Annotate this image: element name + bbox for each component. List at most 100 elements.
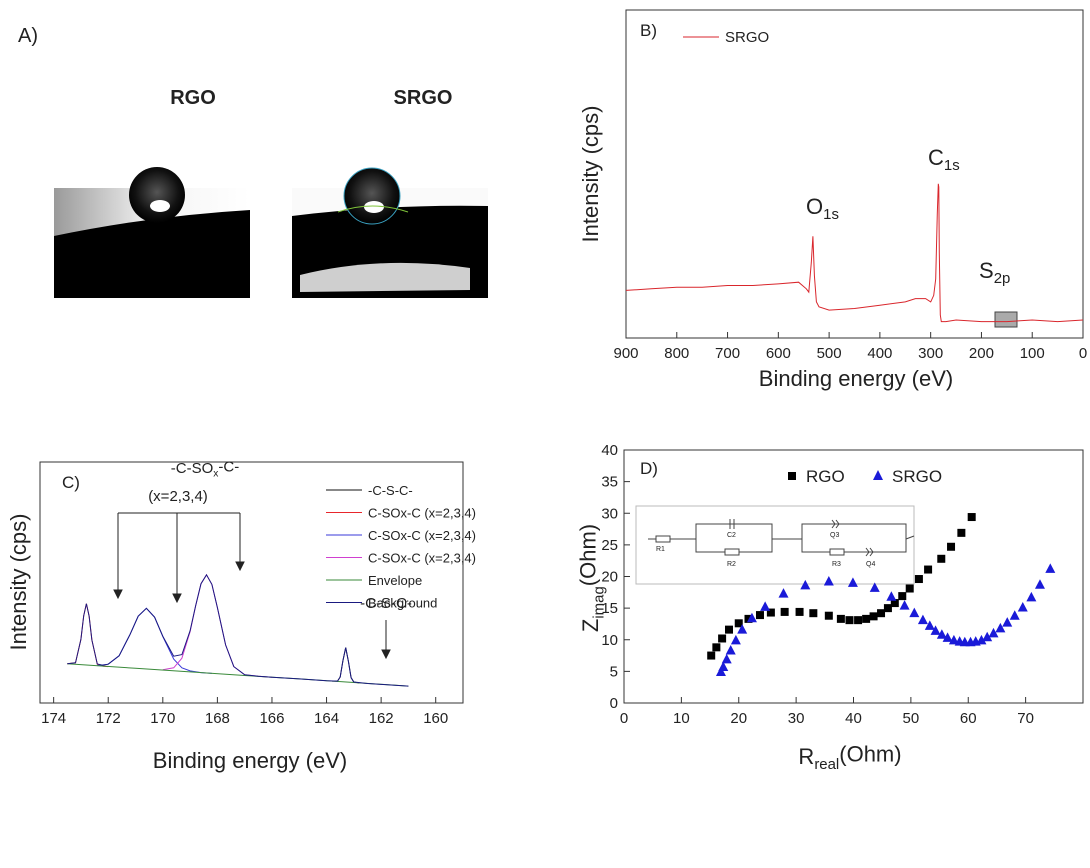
series-line <box>67 573 409 687</box>
point <box>780 607 789 616</box>
point <box>947 542 956 551</box>
annotation-part: (x=2,3,4) <box>148 488 208 505</box>
point <box>730 634 741 645</box>
point <box>982 631 993 642</box>
point <box>905 584 914 593</box>
point <box>854 616 863 625</box>
point <box>862 614 871 623</box>
x-tick-label: 500 <box>817 345 842 362</box>
series-line <box>625 183 1084 323</box>
x-tick-label: 60 <box>960 710 977 727</box>
annotation-part: 2p <box>994 270 1011 287</box>
x-tick-label: 164 <box>314 710 339 727</box>
x-tick-label: 100 <box>1020 345 1045 362</box>
x-tick-label: 20 <box>730 710 747 727</box>
point <box>744 614 753 623</box>
y-axis-label: Intensity (cps) <box>6 514 31 651</box>
point <box>1034 579 1045 589</box>
series-line <box>67 603 109 668</box>
point <box>1002 617 1013 627</box>
x-tick-label: 162 <box>369 710 394 727</box>
x-tick-label: 50 <box>903 710 920 727</box>
annotation: -C-SOx-C- <box>171 458 239 479</box>
plot-frame <box>625 9 1084 339</box>
legend-label: C-SOx-C (x=2,3,4) <box>368 528 476 543</box>
point <box>883 604 892 613</box>
x-tick-label: 166 <box>259 710 284 727</box>
point <box>869 612 878 621</box>
point <box>809 609 818 618</box>
annotation: (x=2,3,4) <box>148 488 208 505</box>
panel-label: C) <box>62 473 80 492</box>
x-tick-label: 200 <box>969 345 994 362</box>
x-tick-label: 400 <box>867 345 892 362</box>
x-tick-label: 300 <box>918 345 943 362</box>
point <box>995 622 1006 633</box>
y-tick-label: 15 <box>601 600 618 617</box>
point <box>760 601 771 611</box>
point <box>845 616 854 625</box>
point <box>778 588 789 598</box>
annotation: -C-S-C- <box>360 595 412 612</box>
panel-label: B) <box>640 21 657 40</box>
legend-label: Envelope <box>368 573 422 588</box>
point <box>1009 610 1020 620</box>
x-tick-label: 600 <box>766 345 791 362</box>
point <box>795 607 804 616</box>
panel-label: D) <box>640 459 658 478</box>
x-tick-label: 30 <box>788 710 805 727</box>
point <box>755 611 764 620</box>
annotation-part: O <box>806 194 823 219</box>
series-points <box>707 513 976 660</box>
legend-label: C-SOx-C (x=2,3,4) <box>368 506 476 521</box>
y-tick-label: 25 <box>601 537 618 554</box>
x-axis-label-part: real <box>814 756 839 773</box>
y-tick-label: 0 <box>610 695 618 712</box>
annotation-part: -C-SO <box>171 460 214 477</box>
y-tick-label: 10 <box>601 632 618 649</box>
x-tick-label: 70 <box>1017 710 1034 727</box>
annotation: O1s <box>806 194 839 223</box>
y-axis-label-part: imag <box>590 586 607 618</box>
x-axis-label: Rreal(Ohm) <box>798 742 901 774</box>
point <box>1045 563 1056 573</box>
circuit-label: Q4 <box>866 561 875 568</box>
photo <box>54 167 250 298</box>
annotation-part: 1s <box>944 157 960 174</box>
point <box>715 666 726 677</box>
y-tick-label: 40 <box>601 442 618 459</box>
point <box>937 554 946 563</box>
point <box>877 609 886 618</box>
legend-label: C-SOx-C (x=2,3,4) <box>368 551 476 566</box>
legend-marker <box>788 472 796 480</box>
x-tick-label: 168 <box>205 710 230 727</box>
x-tick-label: 700 <box>715 345 740 362</box>
circuit-labels: R1 C2 R2 Q3 R3 Q4 <box>656 532 875 568</box>
circuit-label: C2 <box>727 532 736 539</box>
point <box>948 634 959 645</box>
x-tick-label: 170 <box>150 710 175 727</box>
x-tick-label: 174 <box>41 710 66 727</box>
legend-swatch <box>873 470 883 480</box>
point <box>967 513 976 522</box>
x-axis-label: Binding energy (eV) <box>759 366 953 391</box>
legend-label: -C-S-C- <box>368 483 413 498</box>
point <box>824 611 833 620</box>
series-line <box>162 573 273 678</box>
y-tick-label: 35 <box>601 474 618 491</box>
annotation-arrows <box>113 311 1018 660</box>
x-tick-label: 160 <box>423 710 448 727</box>
y-axis-label: Zimag(Ohm) <box>576 524 608 632</box>
legend-label: Background <box>368 596 437 611</box>
point <box>917 614 928 625</box>
x-tick-label: 0 <box>620 710 628 727</box>
point <box>766 608 775 617</box>
point <box>721 653 732 664</box>
point <box>1017 601 1028 612</box>
point <box>976 634 987 645</box>
legend-label: SRGO <box>725 29 769 46</box>
x-tick-label: 0 <box>1079 345 1087 362</box>
annotation: C1s <box>928 145 960 174</box>
point <box>734 619 743 628</box>
